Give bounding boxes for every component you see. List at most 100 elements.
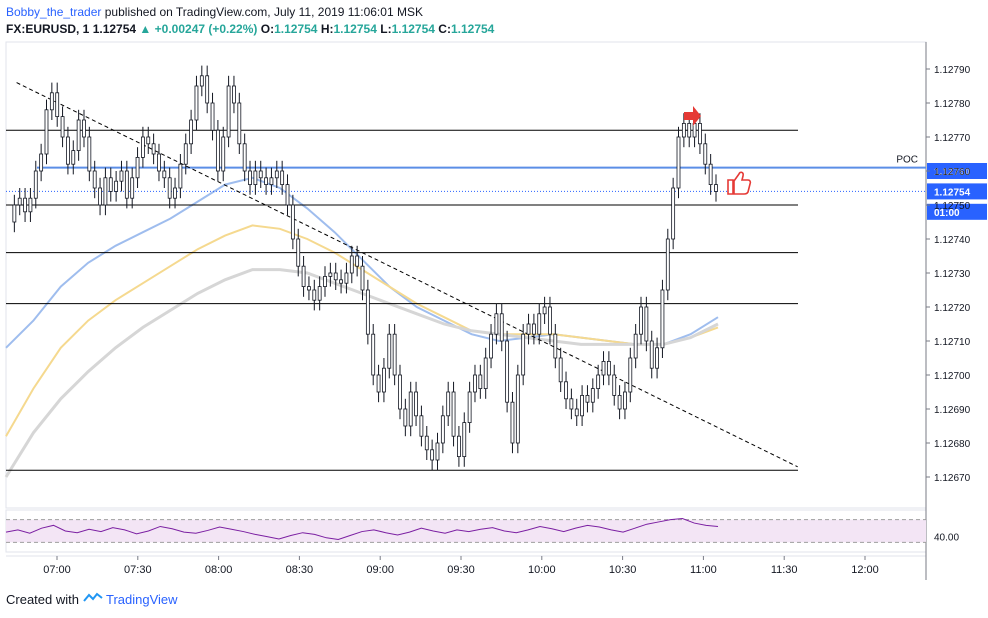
candle-body	[33, 170, 38, 199]
candle-body	[307, 286, 311, 291]
x-tick-label: 09:00	[366, 564, 394, 576]
candle-body	[28, 197, 33, 213]
price-change: +0.00247 (+0.22%)	[154, 22, 258, 36]
candle-body	[419, 415, 424, 437]
price-label-text: 01:00	[934, 208, 960, 219]
candle-body	[665, 238, 670, 291]
high-label: H:	[320, 22, 334, 36]
candle-body	[232, 85, 236, 104]
candle-body	[114, 180, 119, 192]
created-with-text: Created with	[6, 592, 79, 607]
candle-body	[124, 170, 129, 199]
candle-body	[237, 102, 242, 145]
x-tick-label: 11:00	[690, 564, 717, 576]
x-tick-label: 08:30	[286, 564, 314, 576]
annotations: 1.12760 1.12754 01:00	[684, 106, 987, 220]
publish-line: Bobby_the_trader published on TradingVie…	[6, 4, 494, 21]
candle-body	[135, 156, 140, 179]
descending-trendline	[16, 82, 798, 468]
candle-body	[141, 136, 145, 158]
close-value: 1.12754	[450, 22, 495, 36]
candle-body	[17, 197, 22, 206]
horizontal-levels[interactable]: POC	[6, 129, 926, 471]
candle-body	[687, 123, 692, 138]
low-value: 1.12754	[391, 22, 435, 36]
candle-body	[617, 394, 622, 410]
candle-body	[483, 357, 488, 390]
x-tick-label: 10:30	[609, 564, 637, 576]
candle-body	[526, 323, 531, 335]
candle-body	[649, 340, 654, 369]
candle-body	[457, 435, 461, 458]
price-label-box	[927, 163, 987, 179]
candle-body	[226, 85, 231, 138]
candle-body	[66, 136, 70, 165]
candle-body	[194, 85, 199, 121]
candle-body	[242, 143, 247, 172]
candle-body	[285, 184, 290, 206]
y-tick-label: 1.12790	[934, 65, 971, 76]
y-tick-label: 1.12710	[934, 337, 971, 348]
rsi-axis-label: 40.00	[934, 533, 959, 544]
grid-lines	[5, 41, 927, 580]
candle-body	[162, 170, 167, 179]
candle-body	[633, 333, 638, 359]
up-arrow-icon: ▲	[139, 22, 152, 36]
ohlc-line: FX:EURUSD, 1 1.12754 ▲ +0.00247 (+0.22%)…	[6, 21, 494, 38]
poc-label: POC	[896, 155, 918, 166]
moving-average-line	[4, 268, 719, 478]
candle-body	[553, 333, 558, 359]
candle-body	[510, 401, 515, 444]
candle-body	[692, 123, 697, 138]
candle-body	[215, 129, 220, 172]
trendline[interactable]	[16, 82, 798, 468]
price-label-box	[927, 203, 987, 220]
candle-body	[398, 374, 402, 410]
candle-body	[660, 289, 665, 349]
candle-body	[264, 177, 268, 186]
candle-body	[280, 170, 285, 186]
close-label: C:	[438, 22, 451, 36]
candlesticks	[12, 65, 718, 471]
candle-body	[92, 170, 97, 189]
y-tick-label: 1.12680	[934, 439, 971, 450]
candle-body	[521, 333, 526, 376]
candle-body	[494, 313, 499, 335]
rsi-pane: 40.00	[5, 518, 959, 544]
candle-body	[698, 123, 702, 145]
candle-body	[606, 360, 611, 376]
open-value: 1.12754	[274, 22, 318, 36]
candle-body	[44, 109, 49, 155]
tradingview-link[interactable]: TradingView	[106, 592, 178, 607]
candle-body	[248, 170, 252, 186]
y-tick-label: 1.12750	[934, 201, 971, 212]
author-link[interactable]: Bobby_the_trader	[6, 5, 102, 19]
candle-body	[601, 360, 606, 376]
candle-body	[531, 323, 536, 335]
candle-body	[681, 123, 686, 138]
candle-body	[103, 177, 108, 206]
candle-body	[349, 255, 354, 274]
candle-body	[499, 313, 504, 342]
candle-body	[365, 289, 370, 335]
candle-body	[446, 391, 451, 417]
candle-body	[478, 374, 483, 390]
x-tick-label: 10:00	[528, 564, 556, 576]
candle-body	[253, 170, 258, 186]
candle-body	[424, 435, 429, 451]
candle-body	[312, 289, 317, 301]
candle-body	[87, 136, 92, 172]
candle-body	[703, 143, 708, 165]
y-tick-label: 1.12740	[934, 235, 971, 246]
candle-body	[714, 184, 718, 192]
tradingview-logo-icon	[82, 591, 103, 602]
candle-body	[671, 187, 676, 240]
candle-body	[655, 347, 659, 369]
candle-body	[623, 391, 627, 410]
y-tick-label: 1.12730	[934, 269, 971, 280]
symbol-label: FX:EURUSD, 1	[6, 22, 90, 36]
candle-body	[328, 272, 333, 277]
y-tick-label: 1.12760	[934, 167, 971, 178]
y-tick-label: 1.12670	[934, 473, 971, 484]
